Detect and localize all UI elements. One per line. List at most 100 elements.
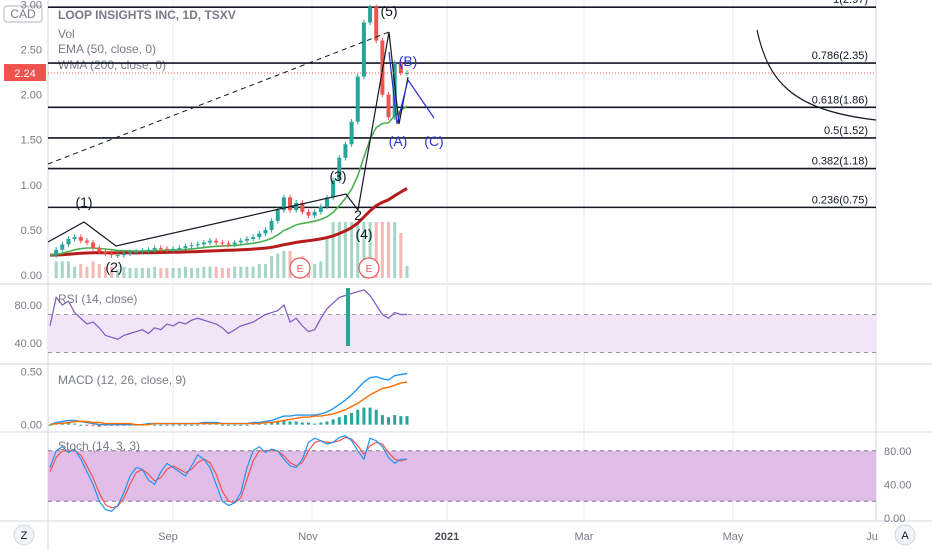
candle-body	[318, 206, 323, 212]
macd-histogram-bar	[350, 412, 354, 425]
candle-body	[392, 63, 397, 118]
macd-histogram-bar	[245, 424, 249, 426]
time-tick-label: May	[723, 531, 744, 543]
macd-histogram-bar	[233, 424, 237, 426]
volume-bar	[399, 233, 403, 278]
time-axis[interactable]: Sep Nov 2021 Mar May Ju	[158, 531, 878, 543]
volume-bar	[282, 250, 286, 278]
macd-histogram-bar	[325, 421, 329, 425]
candles	[54, 4, 409, 258]
volume-bar	[350, 222, 354, 278]
macd-histogram-bar	[263, 423, 267, 425]
volume-bar	[251, 266, 255, 278]
macd-histogram-bar	[307, 422, 311, 425]
candle-body	[355, 76, 360, 122]
macd-histogram-bar	[227, 424, 230, 426]
candle-body	[134, 251, 139, 253]
candle-body	[177, 247, 182, 249]
volume-bar	[122, 266, 126, 278]
macd-histogram-bar	[343, 415, 347, 425]
fibonacci-levels[interactable]: 1(2.97) 0.786(2.35) 0.618(1.86) 0.5(1.52) 0.…	[48, 0, 877, 209]
earnings-badge[interactable]: E	[289, 257, 311, 279]
right-button-label: A	[901, 530, 909, 542]
macd-histogram-bar	[270, 422, 274, 425]
fib-level-label: 0.5(1.52)	[824, 125, 868, 137]
macd-histogram-bar	[374, 409, 378, 425]
time-tick-label: Nov	[298, 531, 318, 543]
volume-bar	[356, 222, 360, 278]
auto-scale-left-button[interactable]: Z	[13, 524, 35, 546]
candle-body	[232, 242, 237, 245]
macd-histogram-bar	[288, 421, 292, 425]
macd-histogram-bar	[190, 424, 194, 426]
volume-bar	[73, 266, 77, 278]
stoch-tick-label: 0.00	[884, 513, 905, 525]
volume-bar	[91, 261, 95, 278]
candle-body	[281, 197, 286, 211]
volume-bar	[190, 268, 194, 278]
rsi-band	[48, 314, 876, 353]
candle-body	[257, 233, 262, 238]
candle-body	[405, 73, 409, 75]
macd-histogram-bar	[165, 424, 169, 426]
wma-legend[interactable]: WMA (200, close, 0)	[58, 58, 166, 72]
fib-level-label: 0.236(0.75)	[812, 194, 868, 206]
candle-body	[66, 238, 71, 245]
volume-bar	[97, 264, 101, 278]
price-tick-label: 2.50	[21, 45, 42, 57]
price-tick-label: 1.00	[21, 180, 42, 192]
volume-bar	[79, 264, 83, 278]
candle-body	[140, 250, 145, 252]
time-tick-label: Mar	[575, 531, 594, 543]
volume-bar	[337, 222, 341, 278]
left-button-label: Z	[21, 530, 28, 542]
earnings-badge[interactable]: E	[358, 257, 380, 279]
volume-bar	[270, 256, 274, 278]
volume-bar	[153, 266, 157, 278]
volume-bar	[227, 268, 230, 278]
candle-body	[238, 240, 243, 243]
volume-bar	[319, 261, 323, 278]
symbol-title[interactable]: LOOP INSIGHTS INC, 1D, TSXV	[58, 8, 236, 22]
macd-pane: 0.50 0.00	[21, 366, 409, 432]
macd-histogram-bar	[368, 407, 372, 425]
stoch-legend[interactable]: Stoch (14, 3, 3)	[58, 439, 140, 453]
rsi-legend[interactable]: RSI (14, close)	[58, 292, 137, 306]
candle-body	[152, 247, 157, 250]
candle-body	[374, 7, 379, 41]
volume-bar	[380, 222, 384, 278]
candle-body	[164, 248, 169, 250]
time-tick-label: Sep	[158, 531, 178, 543]
macd-histogram-bar	[196, 424, 200, 426]
currency-badge[interactable]	[3, 5, 43, 23]
price-y-axis: 0.00 0.50 1.00 1.50 2.00 2.50 3.00	[21, 0, 42, 282]
candle-body	[54, 249, 59, 256]
auto-scale-button[interactable]: A	[894, 524, 916, 546]
ema-legend[interactable]: EMA (50, close, 0)	[58, 42, 156, 56]
candle-body	[349, 121, 354, 145]
macd-histogram-bar	[300, 422, 304, 425]
macd-histogram-bar	[405, 416, 409, 425]
wave-label-abc: (C)	[424, 133, 443, 149]
candle-body	[220, 242, 225, 244]
volume-bar	[134, 268, 138, 278]
candle-body	[60, 244, 65, 250]
macd-histogram-bar	[380, 415, 384, 425]
price-tick-label: 2.00	[21, 90, 42, 102]
macd-histogram-bar	[177, 424, 181, 426]
volume-bar	[177, 268, 181, 278]
candle-body	[121, 253, 126, 256]
candle-body	[343, 144, 348, 158]
channel-dashed-line	[47, 31, 390, 165]
wave-drawings[interactable]	[47, 31, 435, 247]
stoch-k-line	[49, 435, 407, 512]
volume-bar	[140, 268, 144, 278]
vol-legend[interactable]: Vol	[58, 27, 75, 41]
candle-body	[251, 237, 256, 239]
macd-histogram-bar	[276, 421, 280, 425]
macd-legend[interactable]: MACD (12, 26, close, 9)	[58, 373, 186, 387]
macd-histogram-bar	[153, 424, 157, 426]
wave-labels: (1) (2) (3) (4) (5) 2 (A) (B) (C)	[75, 3, 443, 275]
candle-body	[398, 63, 403, 74]
volume-bar	[159, 268, 163, 278]
